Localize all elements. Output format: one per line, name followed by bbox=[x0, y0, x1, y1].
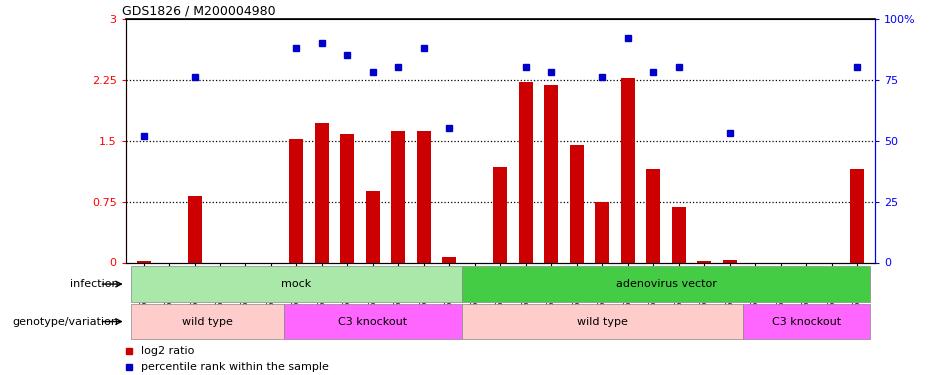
Text: adenovirus vector: adenovirus vector bbox=[615, 279, 717, 289]
Bar bbox=[462, 266, 870, 302]
Bar bbox=[290, 139, 304, 262]
Text: wild type: wild type bbox=[182, 316, 233, 327]
Bar bbox=[137, 261, 151, 262]
Bar bbox=[284, 304, 462, 339]
Text: percentile rank within the sample: percentile rank within the sample bbox=[141, 362, 329, 372]
Text: infection: infection bbox=[70, 279, 118, 289]
Text: wild type: wild type bbox=[577, 316, 627, 327]
Bar bbox=[130, 304, 284, 339]
Text: log2 ratio: log2 ratio bbox=[141, 346, 194, 356]
Bar bbox=[462, 304, 743, 339]
Bar bbox=[646, 169, 660, 262]
Bar bbox=[130, 266, 462, 302]
Bar bbox=[341, 134, 355, 262]
Text: genotype/variation: genotype/variation bbox=[12, 316, 118, 327]
Bar bbox=[493, 166, 507, 262]
Bar bbox=[545, 86, 559, 262]
Bar bbox=[366, 191, 380, 262]
Text: GDS1826 / M200004980: GDS1826 / M200004980 bbox=[122, 4, 276, 18]
Bar bbox=[442, 257, 456, 262]
Bar bbox=[743, 304, 870, 339]
Bar bbox=[621, 78, 635, 262]
Text: mock: mock bbox=[281, 279, 312, 289]
Bar bbox=[595, 202, 610, 262]
Bar bbox=[850, 169, 864, 262]
Text: C3 knockout: C3 knockout bbox=[772, 316, 841, 327]
Bar bbox=[315, 123, 329, 262]
Bar bbox=[417, 131, 431, 262]
Bar bbox=[391, 131, 406, 262]
Text: C3 knockout: C3 knockout bbox=[338, 316, 408, 327]
Bar bbox=[187, 196, 201, 262]
Bar bbox=[672, 207, 686, 262]
Bar bbox=[697, 261, 711, 262]
Bar bbox=[570, 145, 584, 262]
Bar bbox=[519, 82, 533, 262]
Bar bbox=[722, 260, 736, 262]
